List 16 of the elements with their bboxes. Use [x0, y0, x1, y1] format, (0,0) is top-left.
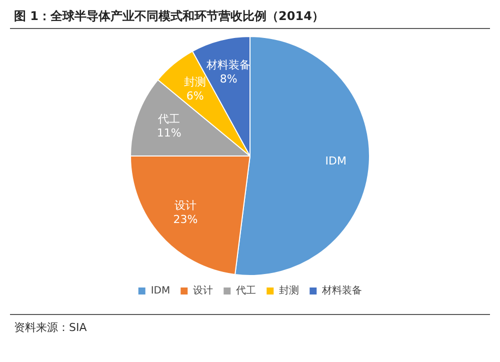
slice-label: 材料装备	[206, 58, 251, 72]
slice-label: IDM	[325, 154, 346, 168]
legend-label: 封测	[279, 284, 300, 297]
chart-title: 图 1：全球半导体产业不同模式和环节营收比例（2014）	[14, 8, 324, 25]
slice-label: 封测	[184, 76, 206, 89]
legend-label: 设计	[193, 284, 214, 297]
legend-label: 材料装备	[321, 284, 362, 297]
data-label: 11%	[156, 126, 182, 140]
legend-label: IDM	[150, 286, 170, 297]
data-label: 23%	[173, 212, 198, 226]
legend-label: 代工	[235, 286, 256, 297]
data-label: 6%	[186, 90, 204, 103]
text: 资料来源：SIA	[14, 320, 87, 335]
slice-label: 设计	[174, 198, 196, 212]
data-label: 8%	[220, 72, 238, 86]
slice-label: 代工	[157, 112, 180, 126]
